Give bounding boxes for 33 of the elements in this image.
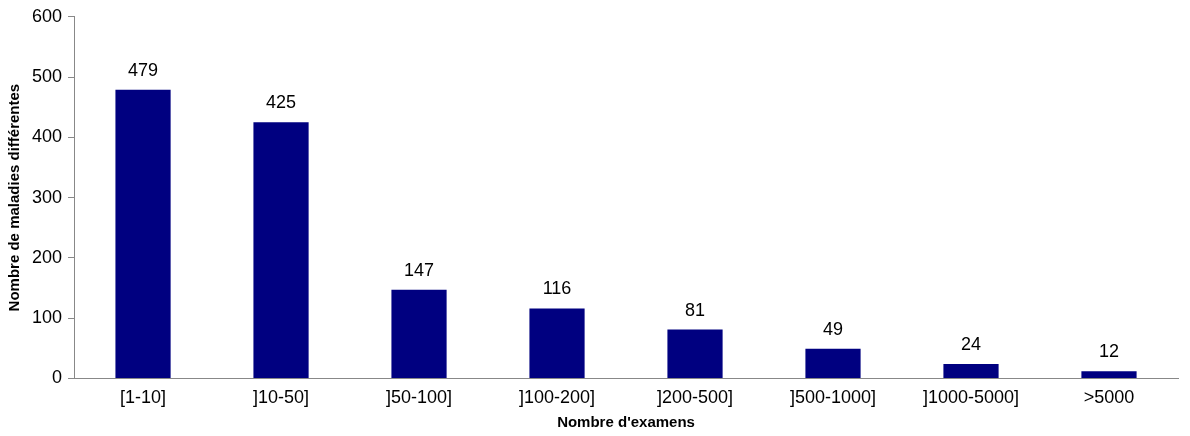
y-axis-title: Nombre de maladies différentes — [5, 83, 23, 312]
bar — [115, 89, 171, 378]
y-tick-label: 0 — [52, 367, 63, 388]
bar — [1081, 371, 1137, 378]
data-label: 479 — [128, 59, 159, 80]
bar — [529, 308, 585, 378]
data-label: 116 — [542, 278, 572, 299]
y-tick-label: 200 — [31, 246, 63, 267]
bar — [253, 122, 309, 378]
bar — [805, 348, 861, 378]
data-label: 147 — [404, 259, 435, 280]
x-tick-label: ]200-500] — [656, 387, 734, 408]
x-tick-label: ]50-100] — [385, 387, 453, 408]
bar — [391, 289, 447, 378]
x-tick-label: ]1000-5000] — [922, 387, 1020, 408]
data-label: 425 — [266, 92, 297, 113]
data-label: 24 — [960, 333, 982, 354]
y-tick-label: 500 — [31, 66, 63, 87]
x-axis-title: Nombre d'examens — [557, 413, 695, 431]
x-tick-label: >5000 — [1083, 387, 1135, 408]
x-tick-label: ]500-1000] — [789, 387, 877, 408]
data-label: 12 — [1098, 341, 1120, 362]
x-tick-label: ]10-50] — [253, 387, 310, 408]
x-tick-label: [1-10] — [120, 387, 167, 408]
data-label: 81 — [685, 299, 706, 320]
y-tick-label: 600 — [31, 5, 63, 26]
data-label: 49 — [822, 318, 844, 339]
y-tick-label: 100 — [31, 307, 63, 328]
bar — [943, 363, 999, 378]
bar — [667, 329, 723, 378]
y-tick-label: 400 — [31, 126, 63, 147]
y-tick-label: 300 — [31, 186, 63, 207]
x-tick-label: ]100-200] — [518, 387, 596, 408]
